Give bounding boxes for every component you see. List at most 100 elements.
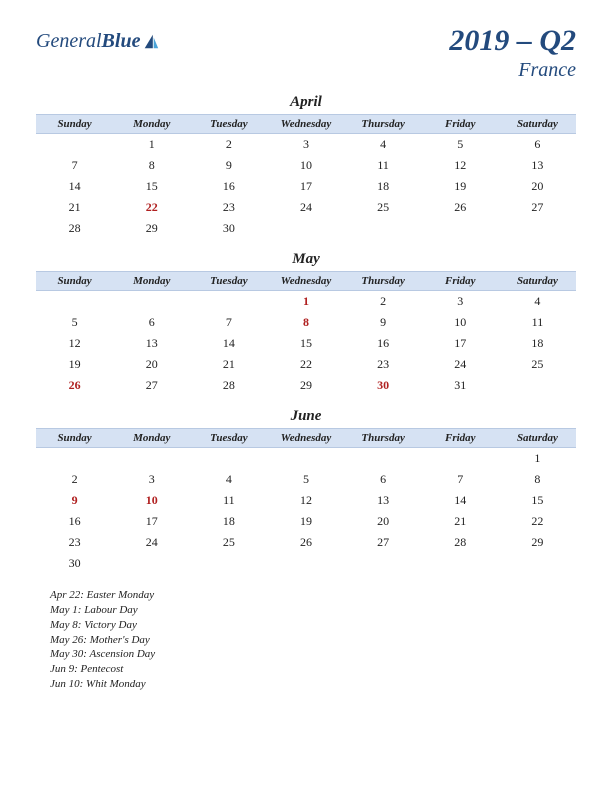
calendar-cell: 29	[113, 218, 190, 239]
calendar-cell: 5	[267, 469, 344, 490]
calendar-cell: 6	[345, 469, 422, 490]
calendar-cell: 3	[267, 134, 344, 155]
day-of-week-header: Friday	[422, 271, 499, 291]
calendar-cell: 24	[267, 197, 344, 218]
calendar-cell-empty	[36, 134, 113, 155]
calendar-cell: 15	[267, 333, 344, 354]
calendar-cell: 9	[345, 312, 422, 333]
calendar-cell: 13	[113, 333, 190, 354]
day-of-week-header: Thursday	[345, 428, 422, 448]
calendar-cell: 6	[499, 134, 576, 155]
calendar-cell: 11	[190, 490, 267, 511]
calendar-cell: 12	[422, 155, 499, 176]
calendar-cell: 16	[36, 511, 113, 532]
holiday-line: May 1: Labour Day	[50, 603, 576, 618]
day-of-week-header: Wednesday	[267, 271, 344, 291]
logo-word2: Blue	[102, 30, 141, 52]
month-name: April	[36, 94, 576, 111]
holiday-line: Apr 22: Easter Monday	[50, 588, 576, 603]
month-block: April SundayMondayTuesdayWednesdayThursda…	[36, 94, 576, 239]
calendar-cell: 19	[267, 511, 344, 532]
sail-icon	[142, 33, 160, 51]
calendar-cell: 28	[36, 218, 113, 239]
calendar-cell: 18	[190, 511, 267, 532]
holiday-line: May 30: Ascension Day	[50, 647, 576, 662]
page-title: 2019 – Q2	[449, 24, 576, 57]
calendar-cell: 25	[499, 354, 576, 375]
day-of-week-header: Monday	[113, 114, 190, 134]
calendar-cell: 4	[345, 134, 422, 155]
calendar-cell: 7	[190, 312, 267, 333]
page-subtitle: France	[449, 59, 576, 82]
calendar-cell: 10	[113, 490, 190, 511]
calendar-cell: 13	[345, 490, 422, 511]
day-of-week-header: Wednesday	[267, 114, 344, 134]
calendar-cell: 12	[267, 490, 344, 511]
calendar-cell: 7	[422, 469, 499, 490]
calendar-cell: 5	[422, 134, 499, 155]
holiday-line: Jun 9: Pentecost	[50, 662, 576, 677]
calendar-cell: 23	[190, 197, 267, 218]
calendar-cell-empty	[422, 448, 499, 469]
calendar-cell: 27	[113, 375, 190, 396]
holiday-line: May 26: Mother's Day	[50, 633, 576, 648]
day-of-week-header: Tuesday	[190, 114, 267, 134]
calendar-cell: 9	[190, 155, 267, 176]
calendar-cell: 15	[499, 490, 576, 511]
day-of-week-header: Tuesday	[190, 271, 267, 291]
calendar-cell-empty	[36, 291, 113, 312]
calendar-cell: 30	[36, 553, 113, 574]
calendar-cell-empty	[190, 291, 267, 312]
day-of-week-header: Monday	[113, 428, 190, 448]
calendar-cell: 1	[499, 448, 576, 469]
calendar-cell-empty	[267, 448, 344, 469]
calendar-cell: 14	[190, 333, 267, 354]
calendar-cell-empty	[113, 291, 190, 312]
day-of-week-header: Saturday	[499, 271, 576, 291]
calendar-cell: 23	[36, 532, 113, 553]
calendar-cell: 27	[499, 197, 576, 218]
calendar-cell: 9	[36, 490, 113, 511]
logo-word1: General	[36, 30, 102, 52]
calendar-cell: 6	[113, 312, 190, 333]
calendar-cell: 4	[499, 291, 576, 312]
calendar-cell: 12	[36, 333, 113, 354]
day-of-week-header: Friday	[422, 428, 499, 448]
calendar-cell: 22	[267, 354, 344, 375]
calendar-cell: 26	[422, 197, 499, 218]
calendar-cell: 20	[113, 354, 190, 375]
calendar-cell: 8	[267, 312, 344, 333]
calendar-cell: 13	[499, 155, 576, 176]
calendar-cell: 15	[113, 176, 190, 197]
day-of-week-header: Friday	[422, 114, 499, 134]
day-of-week-header: Wednesday	[267, 428, 344, 448]
calendar-cell: 5	[36, 312, 113, 333]
calendar-cell: 14	[422, 490, 499, 511]
calendar-cell: 10	[422, 312, 499, 333]
calendar-cell: 2	[345, 291, 422, 312]
calendar-cell: 21	[422, 511, 499, 532]
calendar-cell: 30	[345, 375, 422, 396]
month-block: MaySundayMondayTuesdayWednesdayThursdayF…	[36, 251, 576, 396]
day-of-week-header: Thursday	[345, 114, 422, 134]
calendar-cell: 16	[190, 176, 267, 197]
calendar-grid: SundayMondayTuesdayWednesdayThursdayFrid…	[36, 428, 576, 574]
holiday-line: May 8: Victory Day	[50, 618, 576, 633]
calendar-cell: 30	[190, 218, 267, 239]
calendar-cell: 8	[113, 155, 190, 176]
calendar-cell: 29	[267, 375, 344, 396]
calendar-cell: 26	[36, 375, 113, 396]
calendar-cell: 21	[190, 354, 267, 375]
day-of-week-header: Sunday	[36, 428, 113, 448]
calendar-cell-empty	[345, 448, 422, 469]
calendar-cell: 19	[36, 354, 113, 375]
holiday-line: Jun 10: Whit Monday	[50, 677, 576, 692]
day-of-week-header: Sunday	[36, 114, 113, 134]
calendar-cell: 10	[267, 155, 344, 176]
calendar-cell: 4	[190, 469, 267, 490]
calendar-cell: 20	[499, 176, 576, 197]
month-block: JuneSundayMondayTuesdayWednesdayThursday…	[36, 408, 576, 574]
months-container: AprilSundayMondayTuesdayWednesdayThursda…	[36, 94, 576, 574]
day-of-week-header: Monday	[113, 271, 190, 291]
calendar-cell: 3	[113, 469, 190, 490]
